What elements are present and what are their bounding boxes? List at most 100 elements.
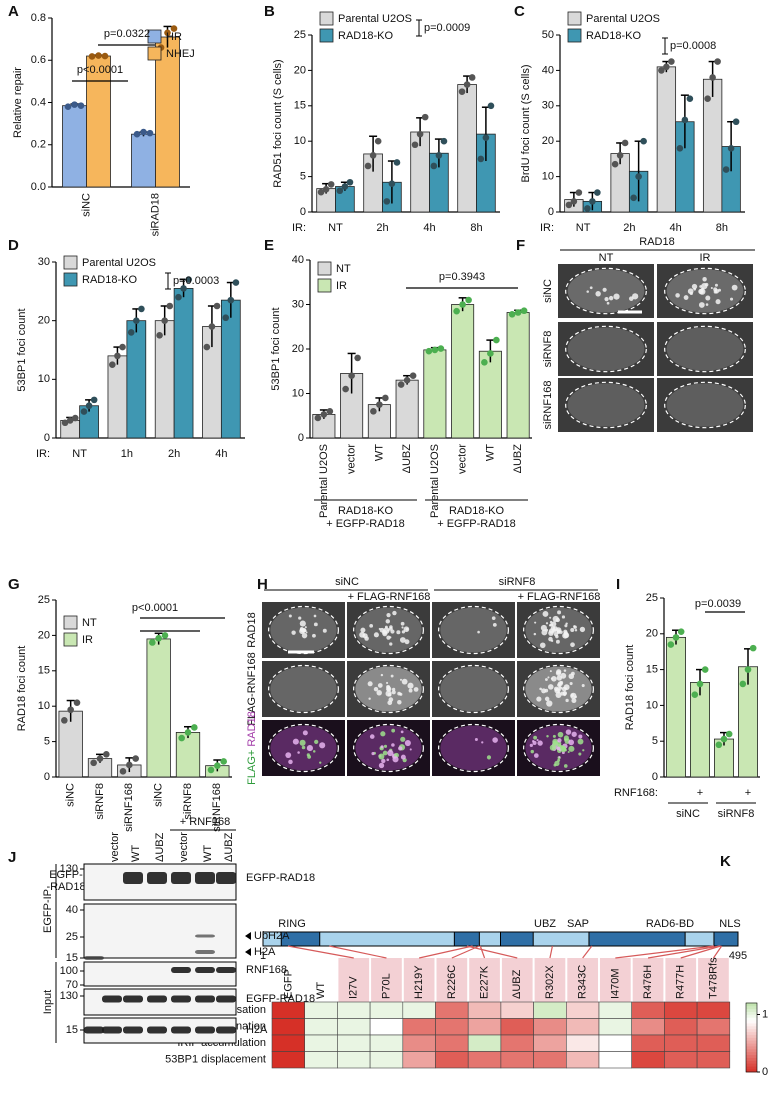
nucleus-outline xyxy=(565,381,647,429)
domain-label: SAP xyxy=(567,918,589,930)
focus xyxy=(319,742,326,749)
focus xyxy=(568,739,575,746)
colorbar-step xyxy=(746,1008,757,1012)
legend-label: Parental U2OS xyxy=(338,13,412,25)
data-point xyxy=(119,768,127,775)
data-point xyxy=(327,181,335,188)
legend-swatch xyxy=(63,255,78,270)
data-point xyxy=(416,130,424,138)
focus xyxy=(541,688,547,694)
focus xyxy=(544,678,548,681)
band xyxy=(171,872,191,884)
column-label: WT xyxy=(315,982,327,999)
legend-label: NHEJ xyxy=(166,48,195,60)
data-point xyxy=(317,188,325,196)
data-point xyxy=(80,408,88,415)
focus xyxy=(565,729,572,735)
data-point xyxy=(133,130,141,138)
x-tick-label: WT xyxy=(373,444,385,461)
nucleus-outline xyxy=(565,267,647,315)
x-tick-label: NT xyxy=(328,222,343,234)
focus xyxy=(387,749,394,757)
legend-swatch xyxy=(147,46,162,61)
heat-cell xyxy=(402,1001,436,1019)
colorbar-step xyxy=(746,1037,757,1041)
domain-label: NLS xyxy=(719,918,740,930)
focus xyxy=(551,676,557,682)
focus xyxy=(302,730,308,736)
x-tick-label: siRNF8 xyxy=(94,783,106,820)
focus xyxy=(301,632,308,639)
focus xyxy=(562,691,567,695)
y-tick-label: 30 xyxy=(38,256,50,268)
colorbar-step xyxy=(746,1011,757,1015)
y-tick-label: 20 xyxy=(542,135,554,147)
data-point xyxy=(397,381,405,388)
nucleus xyxy=(666,383,744,427)
arrowhead xyxy=(245,948,251,956)
focus xyxy=(689,291,693,296)
panel-label: K xyxy=(720,853,731,870)
colorbar-step xyxy=(746,1028,757,1033)
focus xyxy=(382,750,388,756)
y-tick-label: 0 xyxy=(652,771,658,783)
band xyxy=(195,1026,215,1034)
data-point xyxy=(570,198,578,205)
heat-cell xyxy=(271,1051,306,1069)
data-point xyxy=(388,180,396,187)
focus xyxy=(582,749,585,752)
legend-swatch xyxy=(319,11,334,26)
group-label: RAD18-KO xyxy=(338,505,393,517)
band xyxy=(195,872,215,884)
data-point xyxy=(61,419,69,427)
heat-cell xyxy=(337,1051,371,1069)
heat-cell xyxy=(664,1018,698,1036)
focus xyxy=(551,639,554,643)
data-point xyxy=(90,396,98,404)
data-point xyxy=(722,166,730,173)
focus xyxy=(314,739,319,744)
data-point xyxy=(508,310,516,318)
y-tick-label: 10 xyxy=(292,387,304,399)
focus xyxy=(573,625,576,628)
label-bg xyxy=(534,958,566,1002)
focus xyxy=(559,630,563,634)
bar xyxy=(666,636,687,778)
x-tick-label: siRNF168 xyxy=(211,783,223,832)
p-value: p=0.0039 xyxy=(695,598,741,610)
focus xyxy=(564,632,567,636)
y-tick-label: 15 xyxy=(646,664,658,676)
bar xyxy=(423,349,447,439)
focus xyxy=(382,631,388,637)
heat-cell xyxy=(467,1001,502,1019)
band xyxy=(123,872,143,884)
focus xyxy=(581,684,585,688)
focus xyxy=(731,284,738,291)
focus xyxy=(300,628,306,633)
heat-cell xyxy=(631,1034,665,1052)
x-tick-label: 2h xyxy=(168,448,180,460)
column-label: NT xyxy=(599,252,614,264)
data-point xyxy=(594,189,601,196)
data-point xyxy=(66,417,74,424)
range-start: 1 xyxy=(260,950,266,962)
data-point xyxy=(409,372,417,380)
data-point xyxy=(166,302,174,310)
x-tick-label: 4h xyxy=(670,222,682,234)
focus xyxy=(571,698,577,704)
focus xyxy=(563,735,569,741)
y-tick-label: 40 xyxy=(292,254,304,266)
lane-label: WT xyxy=(130,845,142,862)
focus xyxy=(561,686,567,692)
data-point xyxy=(493,336,500,344)
data-point xyxy=(96,755,104,762)
focus xyxy=(710,286,713,290)
nucleus-outline xyxy=(268,664,339,714)
heat-cell xyxy=(500,1018,534,1036)
data-point xyxy=(487,102,495,110)
focus xyxy=(553,763,557,767)
focus xyxy=(299,620,306,627)
focus xyxy=(564,624,568,628)
p-value: p=0.0008 xyxy=(670,40,716,52)
